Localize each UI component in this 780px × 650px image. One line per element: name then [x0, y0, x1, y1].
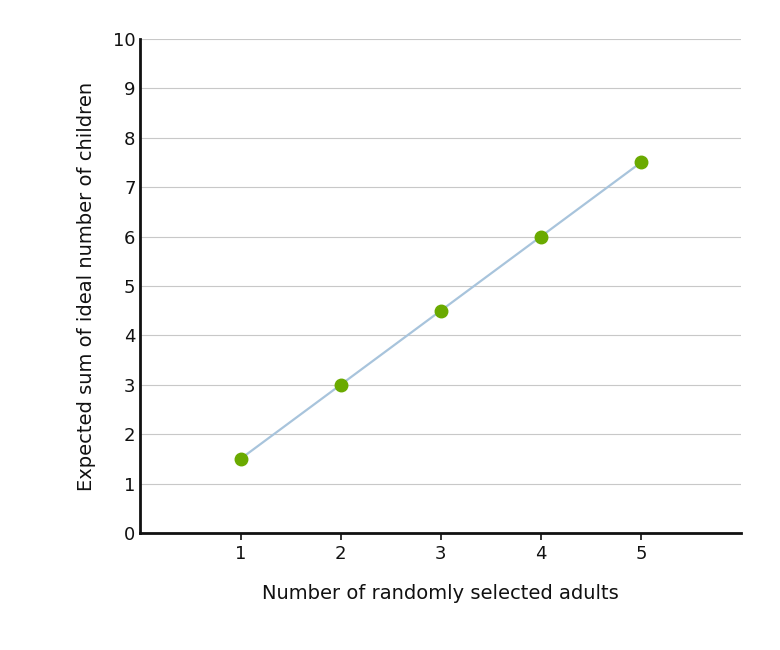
- Point: [335, 380, 347, 390]
- X-axis label: Number of randomly selected adults: Number of randomly selected adults: [262, 584, 619, 603]
- Point: [434, 306, 447, 316]
- Y-axis label: Expected sum of ideal number of children: Expected sum of ideal number of children: [77, 81, 96, 491]
- Point: [534, 231, 547, 242]
- Point: [234, 454, 246, 464]
- Point: [635, 157, 647, 168]
